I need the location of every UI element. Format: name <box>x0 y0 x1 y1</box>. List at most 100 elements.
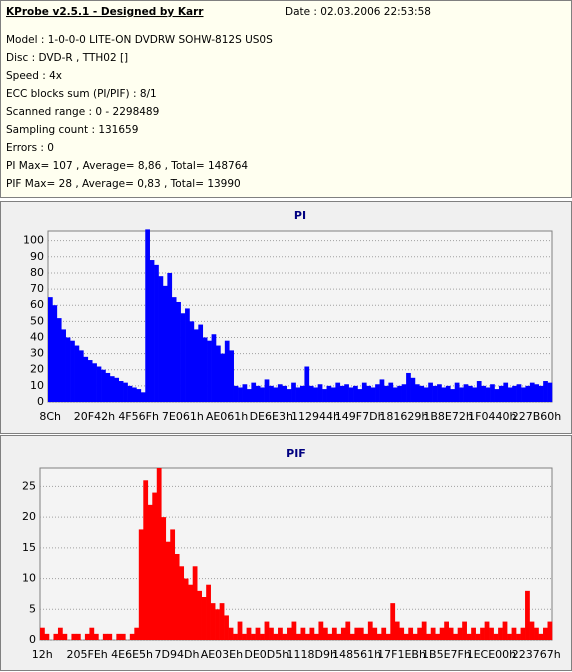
bar <box>441 387 447 402</box>
bar <box>507 633 512 640</box>
bar <box>326 385 332 402</box>
x-tick-label: 1B8E72h <box>423 410 472 423</box>
bar <box>538 385 544 402</box>
bar <box>296 633 301 640</box>
bar <box>317 384 323 402</box>
bar <box>445 385 451 402</box>
bar <box>345 621 351 640</box>
bar <box>463 384 469 402</box>
x-tick-label: 1F0440h <box>468 410 516 423</box>
bar <box>211 334 217 402</box>
bar <box>384 385 389 402</box>
bar <box>120 633 126 640</box>
bar <box>170 529 176 640</box>
bar <box>229 350 234 402</box>
bar <box>165 541 171 640</box>
bar <box>304 633 310 640</box>
bar <box>180 313 186 402</box>
info-line: Disc : DVD-R , TTH02 [] <box>6 52 128 64</box>
y-tick-label: 10 <box>22 572 36 585</box>
bar <box>367 621 373 640</box>
bar <box>216 345 221 402</box>
bar <box>220 353 226 402</box>
bar <box>87 360 93 402</box>
x-tick-label: 1ECE00h <box>467 648 517 661</box>
bar <box>494 389 500 402</box>
bar <box>134 627 140 640</box>
bar <box>264 379 270 402</box>
bar <box>375 384 380 402</box>
info-line: PIF Max= 28 , Average= 0,83 , Total= 139… <box>6 178 241 190</box>
bar <box>525 385 531 402</box>
bar <box>269 627 274 640</box>
x-tick-label: 4F56Fh <box>118 410 159 423</box>
bar <box>472 387 478 402</box>
bar <box>313 387 318 402</box>
bar <box>145 229 150 402</box>
y-tick-label: 40 <box>30 330 44 343</box>
info-line: Scanned range : 0 - 2298489 <box>6 106 159 118</box>
x-tick-label: 181629h <box>379 410 428 423</box>
info-line: Sampling count : 131659 <box>6 124 138 136</box>
bar <box>313 633 319 640</box>
bar <box>401 384 407 402</box>
y-tick-label: 20 <box>22 510 36 523</box>
bar <box>406 372 411 402</box>
bar <box>116 633 122 640</box>
bar <box>56 318 62 402</box>
bar <box>426 633 432 640</box>
bar <box>201 597 207 640</box>
y-tick-label: 0 <box>37 395 44 408</box>
bar <box>149 260 155 402</box>
x-tick-label: 149F7Dh <box>335 410 385 423</box>
bar <box>381 627 387 640</box>
bar <box>215 609 220 640</box>
bar <box>48 297 53 402</box>
x-tick-label: 148561h <box>332 648 381 661</box>
bar <box>498 385 504 402</box>
bar <box>388 382 394 402</box>
bar <box>354 627 360 640</box>
plot-area <box>47 230 553 403</box>
bar <box>260 633 265 640</box>
y-tick-label: 100 <box>23 234 44 247</box>
bar <box>543 381 548 402</box>
bar <box>547 382 553 402</box>
bar <box>516 633 521 640</box>
bar <box>192 566 198 640</box>
y-tick-label: 30 <box>30 347 44 360</box>
bar <box>75 633 81 640</box>
bar <box>353 385 358 402</box>
y-tick-label: 10 <box>30 379 44 392</box>
bar <box>92 363 97 402</box>
bar <box>493 633 499 640</box>
bar <box>481 385 486 402</box>
bar <box>291 382 296 402</box>
bar <box>171 297 177 402</box>
bar <box>233 633 238 640</box>
x-tick-label: 8Ch <box>39 410 61 423</box>
bar <box>489 627 494 640</box>
bar <box>520 627 526 640</box>
bar <box>414 384 420 402</box>
bar <box>370 387 376 402</box>
x-tick-label: 205FEh <box>67 648 108 661</box>
bar <box>468 385 473 402</box>
bar <box>304 366 310 402</box>
bar <box>109 376 115 402</box>
bar <box>242 384 248 402</box>
bar <box>162 285 168 402</box>
bar <box>102 633 108 640</box>
bar <box>430 627 436 640</box>
bar <box>188 584 194 640</box>
bar <box>264 621 270 640</box>
bar <box>101 369 106 402</box>
bar <box>437 384 442 402</box>
bar <box>123 382 128 402</box>
bar <box>453 633 458 640</box>
bar <box>127 385 133 402</box>
bar <box>476 381 482 402</box>
bar <box>336 633 342 640</box>
bar <box>114 377 120 402</box>
bar <box>459 387 464 402</box>
